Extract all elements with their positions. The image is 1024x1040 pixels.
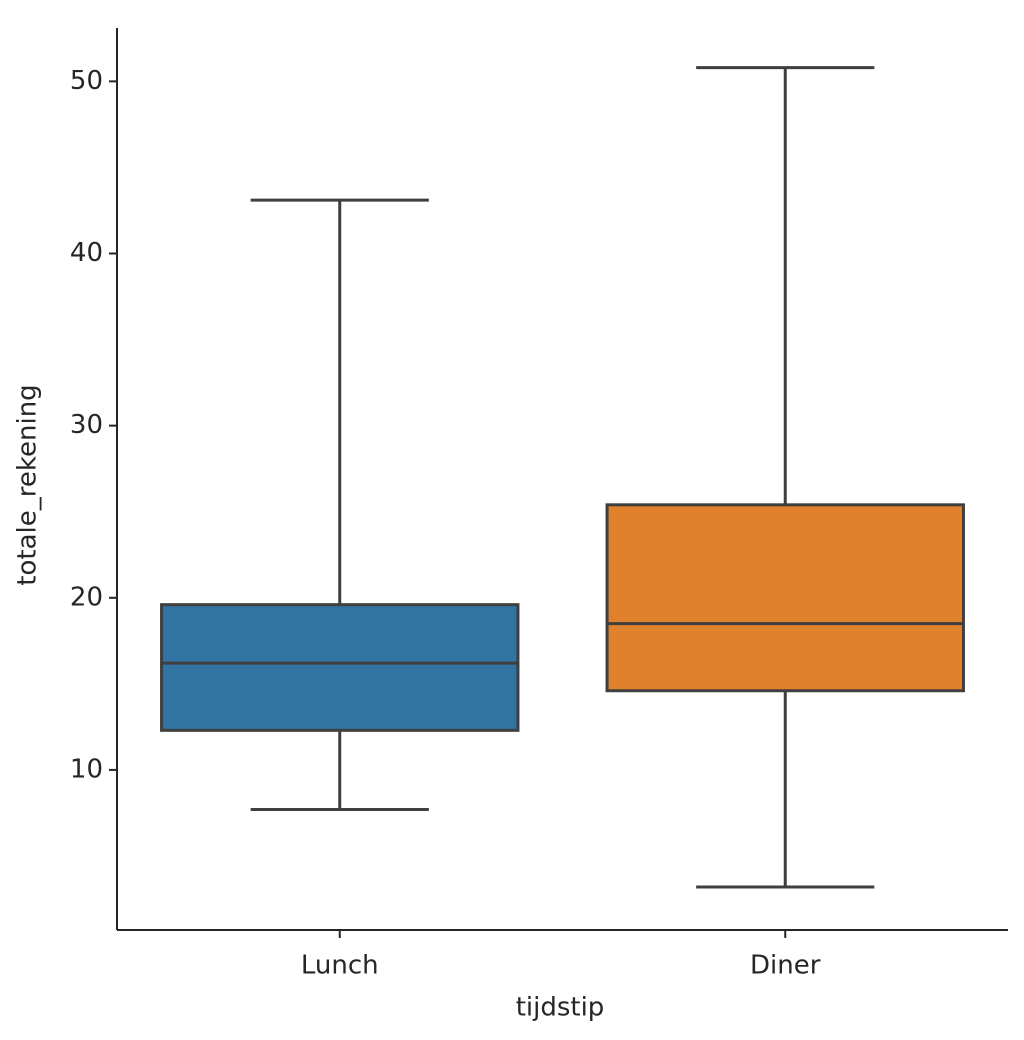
x-tick-label: Lunch — [301, 951, 379, 981]
y-tick-label: 30 — [70, 410, 103, 440]
box — [605, 503, 965, 693]
x-tick-label: Diner — [750, 951, 821, 981]
y-tick-label: 40 — [70, 238, 103, 268]
y-axis-label: totale_rekening — [13, 384, 43, 585]
y-tick-label: 10 — [70, 754, 103, 784]
x-axis-label: tijdstip — [516, 993, 605, 1023]
box — [160, 603, 520, 732]
y-tick-label: 20 — [70, 582, 103, 612]
y-tick-label: 50 — [70, 66, 103, 96]
